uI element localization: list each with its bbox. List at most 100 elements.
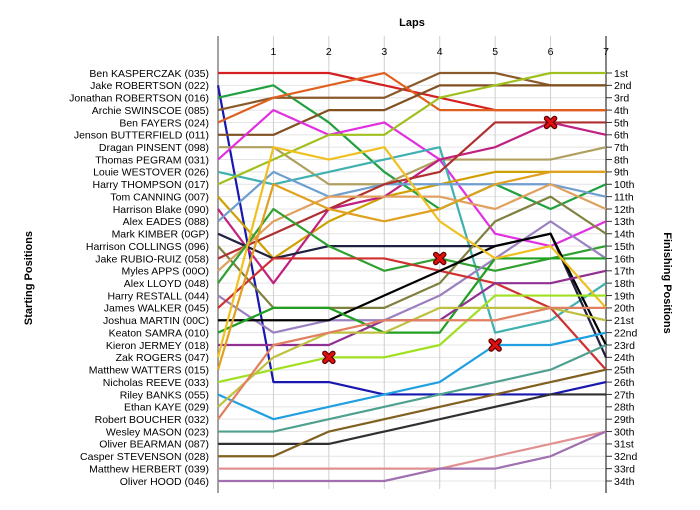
starting-label: Kieron JERMEY (018) — [106, 340, 209, 352]
finishing-label: 3rd — [614, 93, 629, 105]
series-line-7 — [218, 146, 607, 186]
x-tick-labels: 1 2 3 4 5 6 7 — [271, 46, 610, 58]
retirement-marker-4 — [322, 350, 336, 365]
finishing-label: 22nd — [614, 327, 638, 339]
chart-title: Laps — [399, 17, 425, 29]
finishing-label: 20th — [614, 303, 635, 315]
finishing-label: 10th — [614, 179, 635, 191]
x-tick-label: 1 — [271, 46, 277, 58]
starting-label: Jake ROBERTSON (022) — [90, 80, 209, 92]
finishing-label: 14th — [614, 229, 635, 241]
series-line-8 — [217, 108, 607, 248]
starting-label: Matthew HERBERT (039) — [89, 463, 209, 475]
finishing-label: 2nd — [614, 80, 632, 92]
series-line-10 — [217, 71, 606, 186]
x-tick-label: 5 — [492, 46, 498, 58]
series-line-25 — [216, 170, 606, 371]
y-axis-right-title: Finishing Positions — [661, 232, 673, 333]
finishing-label: 16th — [614, 253, 635, 265]
finishing-label: 15th — [614, 241, 635, 253]
finishing-label: 26th — [614, 377, 635, 389]
starting-label: Nicholas REEVE (033) — [103, 377, 209, 389]
series-line-9 — [217, 146, 607, 334]
finishing-label: 33rd — [614, 463, 635, 475]
series-line-34 — [218, 430, 607, 483]
starting-label: Harrison COLLINGS (096) — [86, 241, 209, 253]
finishing-label: 23rd — [614, 340, 635, 352]
retirement-marker-1 — [543, 115, 558, 130]
starting-label: Robert BOUCHER (032) — [95, 414, 209, 426]
finishing-label: 28th — [614, 402, 635, 414]
series-line-26 — [217, 294, 606, 384]
starting-label: Zak ROGERS (047) — [116, 352, 209, 364]
series-lines — [216, 71, 608, 483]
series-line-21 — [218, 232, 607, 346]
finishing-label: 18th — [614, 278, 635, 290]
series-line-11 — [217, 170, 606, 260]
starting-label: Archie SWINSCOE (085) — [92, 105, 209, 117]
finishing-label: 27th — [614, 389, 635, 401]
series-line-2 — [216, 85, 607, 396]
retirement-marker-2 — [432, 251, 447, 266]
starting-label: Jake RUBIO-RUIZ (058) — [95, 253, 209, 265]
starting-label: Harry THOMPSON (017) — [93, 179, 210, 191]
series-line-16 — [217, 121, 606, 260]
series-line-31 — [218, 393, 606, 446]
finishing-label: 29th — [614, 414, 635, 426]
series-line-33 — [218, 430, 607, 470]
finishing-label: 7th — [614, 142, 629, 154]
series-line-22 — [217, 257, 606, 334]
starting-label: Tom CANNING (007) — [110, 191, 209, 203]
series-line-19 — [217, 220, 607, 334]
finishing-label: 31st — [614, 439, 634, 451]
starting-label: Jenson BUTTERFIELD (011) — [74, 130, 209, 142]
x-tick-label: 2 — [326, 46, 332, 58]
finishing-label: 34th — [614, 476, 635, 488]
x-tick-label: 7 — [603, 46, 609, 58]
x-tick-label: 4 — [437, 46, 443, 58]
starting-label: Oliver HOOD (046) — [120, 476, 209, 488]
series-line-4 — [217, 71, 606, 112]
finishing-label: 1st — [614, 68, 628, 80]
series-line-32 — [218, 368, 607, 458]
finishing-position-labels: 1st2nd3rd4th5th6th7th8th9th10th11th12th1… — [614, 68, 638, 488]
finishing-label: 12th — [614, 204, 635, 216]
x-tick-label: 6 — [548, 46, 554, 58]
finishing-label: 5th — [614, 117, 629, 129]
starting-label: Riley BANKS (055) — [120, 389, 209, 401]
starting-label: Harry RESTALL (044) — [107, 290, 209, 302]
y-axis-left-title: Starting Positions — [23, 231, 35, 325]
starting-position-labels: Ben KASPERCZAK (035)Jake ROBERTSON (022)… — [69, 68, 209, 488]
finishing-label: 25th — [614, 365, 635, 377]
starting-label: Alex EADES (088) — [123, 216, 209, 228]
finishing-label: 30th — [614, 426, 635, 438]
starting-label: Mark KIMBER (0GP) — [112, 229, 209, 241]
starting-label: Thomas PEGRAM (031) — [95, 154, 209, 166]
series-line-5 — [217, 71, 606, 124]
starting-label: Matthew WATTERS (015) — [89, 365, 209, 377]
starting-label: Casper STEVENSON (028) — [80, 451, 209, 463]
starting-label: Dragan PINSENT (098) — [99, 142, 209, 154]
starting-label: Oliver BEARMAN (087) — [99, 439, 209, 451]
starting-label: Ben KASPERCZAK (035) — [89, 68, 209, 80]
starting-label: Jonathan ROBERTSON (016) — [69, 93, 209, 105]
retirement-markers — [322, 115, 558, 365]
finishing-label: 32nd — [614, 451, 638, 463]
starting-label: James WALKER (045) — [104, 303, 209, 315]
series-line-27 — [217, 331, 607, 421]
starting-label: Louie WESTOVER (026) — [93, 167, 209, 179]
starting-label: Ben FAYERS (024) — [119, 117, 209, 129]
series-line-30 — [218, 343, 607, 433]
finishing-label: 9th — [614, 167, 629, 179]
starting-label: Joshua MARTIN (00C) — [103, 315, 209, 327]
starting-label: Myles APPS (00O) — [121, 266, 209, 278]
x-tick-label: 3 — [381, 46, 387, 58]
series-line-29 — [217, 306, 606, 420]
finishing-label: 6th — [614, 130, 629, 142]
starting-label: Keaton SAMRA (010) — [109, 327, 209, 339]
starting-label: Alex LLOYD (048) — [124, 278, 209, 290]
series-line-24 — [216, 146, 607, 358]
finishing-label: 11th — [614, 191, 634, 203]
finishing-label: 21st — [614, 315, 634, 327]
starting-label: Ethan KAYE (029) — [124, 402, 209, 414]
